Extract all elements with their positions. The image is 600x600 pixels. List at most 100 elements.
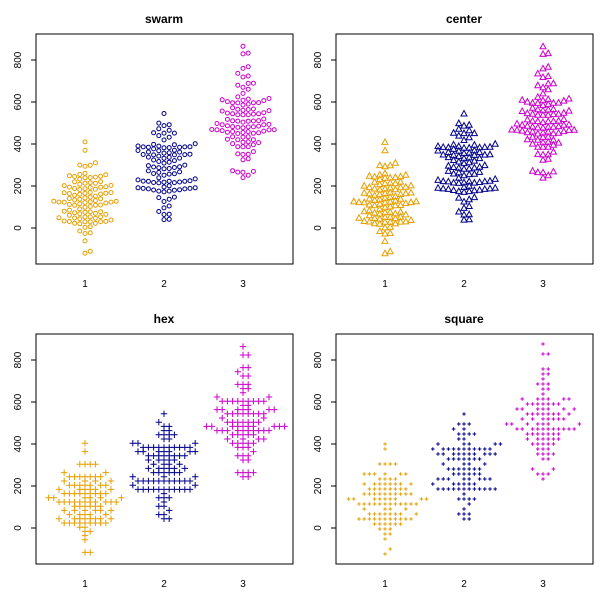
data-point [460, 121, 468, 129]
data-point [567, 427, 571, 431]
data-point [457, 452, 461, 456]
data-point [393, 502, 398, 506]
data-point [235, 124, 241, 130]
axes: 0 200 400 600 800 1 2 3 [313, 51, 546, 290]
data-point [362, 482, 366, 486]
data-point [383, 517, 387, 521]
data-point [362, 492, 366, 496]
data-point [192, 440, 199, 447]
data-point [166, 150, 172, 156]
data-point [235, 169, 241, 175]
data-point [391, 179, 400, 187]
data-point [360, 181, 369, 189]
data-point [260, 435, 267, 443]
data-point [454, 119, 463, 127]
data-point [71, 515, 78, 522]
data-point [539, 42, 547, 50]
data-point [533, 129, 542, 137]
data-point [386, 207, 395, 215]
data-point [156, 159, 162, 164]
data-point [398, 522, 403, 526]
data-point [472, 432, 477, 436]
data-point [155, 419, 162, 426]
data-point [551, 402, 556, 406]
data-point [441, 477, 445, 481]
data-point [460, 164, 468, 172]
x-tick-label: 3 [240, 579, 246, 590]
data-point [407, 181, 415, 189]
data-point [381, 236, 389, 244]
data-point [393, 487, 398, 491]
data-point [72, 202, 78, 208]
data-point [388, 532, 392, 536]
data-point [235, 70, 241, 76]
data-point [407, 215, 415, 223]
data-point [156, 120, 162, 126]
data-point [539, 128, 547, 136]
data-point [367, 487, 372, 491]
data-point [381, 212, 389, 220]
data-point [462, 422, 466, 426]
data-point [454, 157, 463, 165]
data-point [460, 171, 468, 179]
data-point [562, 427, 566, 431]
data-point [465, 143, 474, 151]
data-point [224, 136, 230, 142]
data-point [401, 170, 410, 178]
data-point [77, 196, 83, 202]
data-point [518, 106, 527, 114]
plot-frame [335, 33, 594, 265]
data-point [546, 387, 550, 391]
data-point [87, 482, 94, 489]
data-point [388, 512, 392, 516]
data-point [488, 477, 492, 481]
data-point [396, 217, 405, 225]
data-point [92, 215, 98, 221]
data-point [156, 165, 162, 171]
data-point [528, 116, 537, 124]
data-point [370, 177, 379, 185]
data-point [467, 457, 471, 461]
data-point [412, 197, 421, 205]
data-point [66, 202, 72, 207]
data-point [250, 448, 257, 455]
data-point [245, 172, 251, 178]
data-point [493, 487, 497, 491]
y-tick-label: 400 [13, 135, 24, 152]
data-point [467, 452, 471, 456]
data-point [378, 482, 382, 486]
data-point [192, 141, 198, 147]
data-point [536, 447, 540, 451]
data-point [498, 442, 503, 446]
data-point [467, 517, 471, 521]
data-point [431, 482, 435, 486]
data-point [539, 150, 547, 158]
data-point [401, 210, 410, 218]
data-point [161, 212, 167, 217]
data-point [544, 150, 553, 158]
data-point [577, 422, 582, 426]
data-point [470, 150, 479, 158]
data-point [61, 183, 67, 189]
data-point [386, 192, 395, 200]
data-point [72, 197, 78, 203]
data-point [87, 204, 93, 209]
data-point [523, 115, 532, 123]
data-point [271, 127, 277, 133]
data-point [213, 406, 221, 413]
data-point [404, 502, 408, 506]
points [349, 42, 579, 257]
data-point [375, 170, 384, 178]
data-point [393, 497, 398, 501]
data-point [161, 172, 167, 178]
data-point [66, 196, 72, 201]
data-point [192, 473, 199, 480]
data-point [177, 164, 183, 170]
data-point [92, 486, 99, 493]
data-point [467, 487, 471, 491]
data-point [378, 512, 382, 516]
data-point [166, 423, 173, 430]
data-point [56, 215, 62, 221]
data-point [559, 114, 568, 122]
data-point [250, 100, 256, 106]
